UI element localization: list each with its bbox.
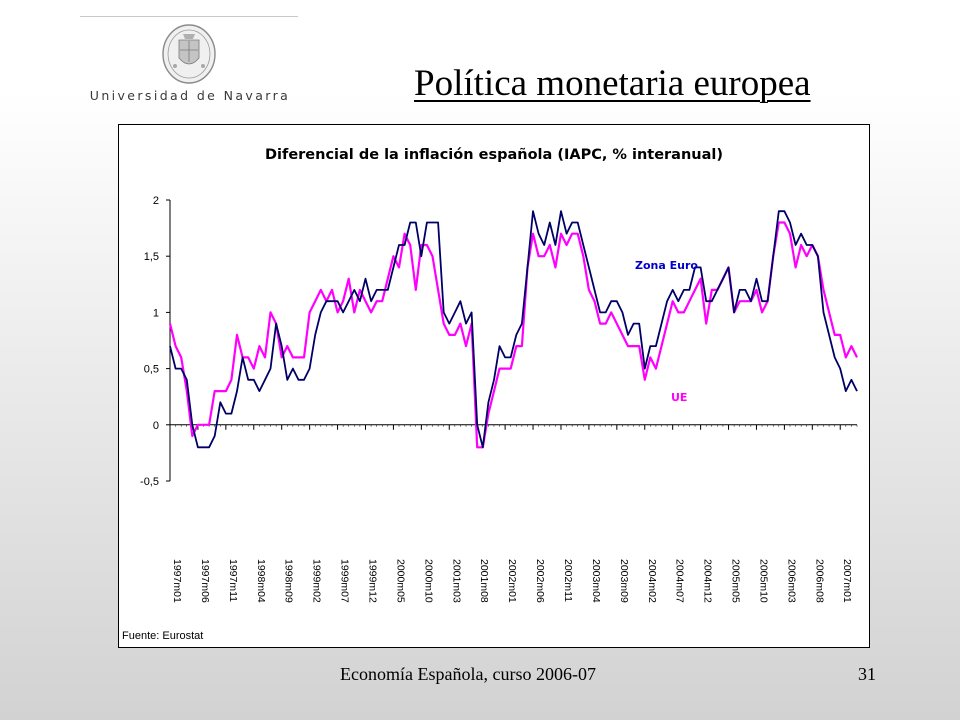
x-tick-label: 2001m08: [478, 559, 490, 603]
x-tick-label: 1997m06: [199, 559, 211, 603]
slide-footer: Economía Española, curso 2006-07: [340, 664, 596, 684]
x-tick-label: 2000m05: [394, 559, 406, 603]
x-tick-label: 1999m07: [339, 559, 351, 603]
x-tick-label: 2006m08: [813, 559, 825, 603]
x-tick-label: 2004m07: [674, 559, 686, 603]
x-tick-label: 2002m01: [506, 559, 518, 603]
inflation-differential-chart: Diferencial de la inflación española (IA…: [122, 147, 858, 642]
x-tick-label: 2006m03: [785, 559, 797, 603]
logo-top-rule: [80, 16, 298, 17]
x-tick-label: 1998m09: [283, 559, 295, 603]
series-line-zona-euro: [169, 210, 858, 449]
chart-source: Fuente: Eurostat: [122, 630, 203, 642]
x-tick-label: 2003m09: [618, 559, 630, 603]
axes: -0,5 0 0,5 1 1,5 2 1997m01 1997m06 1997m11 1998m0…: [140, 195, 858, 603]
y-tick-label: 2: [153, 195, 159, 207]
x-tick-label: 1999m12: [366, 559, 378, 603]
x-tick-label: 2005m05: [730, 559, 742, 603]
y-tick-label: -0,5: [140, 476, 159, 488]
slide-title: Política monetaria europea: [414, 63, 811, 104]
x-tick-label: 2004m02: [646, 559, 658, 603]
y-tick-label: 0: [153, 420, 159, 432]
series-lines: [168, 210, 858, 449]
chart-title: Diferencial de la inflación española (IA…: [265, 147, 723, 163]
logo-wordmark: Universidad de Navarra: [89, 88, 291, 103]
x-tick-label: 2002m11: [562, 559, 574, 602]
page-number: 31: [858, 664, 876, 684]
x-tick-label: 2002m06: [534, 559, 546, 603]
x-tick-label: 2000m10: [422, 559, 434, 603]
y-tick-label: 0,5: [144, 364, 159, 376]
x-tick-label: 1998m04: [255, 559, 267, 603]
x-tick-label: 1999m02: [311, 559, 323, 603]
x-tick-label: 2007m01: [841, 559, 853, 603]
x-tick-label: 2001m03: [450, 559, 462, 603]
chart-panel: Diferencial de la inflación española (IA…: [118, 124, 870, 648]
series-line-ue: [168, 221, 858, 449]
series-label-zona-euro: Zona Euro: [635, 259, 698, 272]
y-tick-label: 1,5: [144, 251, 159, 263]
x-tick-label: 1997m11: [227, 559, 239, 602]
y-tick-label: 1: [153, 307, 159, 319]
series-label-ue: UE: [671, 391, 687, 404]
x-tick-label: 2004m12: [702, 559, 714, 603]
university-seal-logo: [162, 24, 216, 84]
x-tick-label: 2005m10: [757, 559, 769, 603]
x-tick-label: 2003m04: [590, 559, 602, 603]
x-tick-label: 1997m01: [171, 559, 183, 603]
